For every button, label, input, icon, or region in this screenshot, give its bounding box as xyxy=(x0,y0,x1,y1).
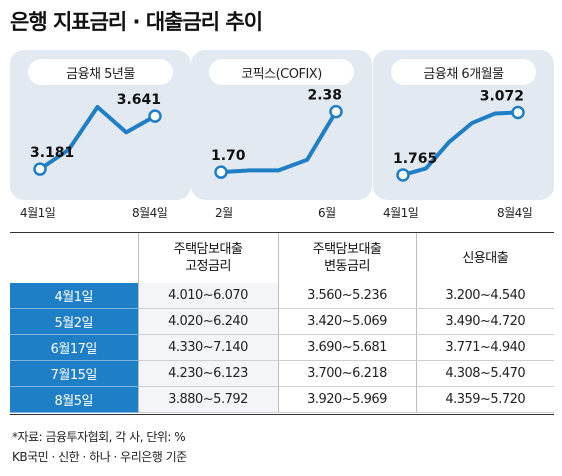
rate-cell: 4.308~5.470 xyxy=(415,360,554,387)
table-row: 7월15일 4.230~6.123 3.700~6.218 4.308~5.47… xyxy=(10,360,554,387)
rate-cell: 4.020~6.240 xyxy=(137,308,278,335)
data-point-marker xyxy=(511,105,525,120)
row-date: 7월15일 xyxy=(10,360,138,387)
table-header-row: 주택담보대출 고정금리 주택담보대출 변동금리 신용대출 xyxy=(10,233,554,283)
x-tick-label: 4월1일 xyxy=(383,206,419,220)
chart-panel-cofix: 코픽스(COFIX) 1.70 2.38 xyxy=(191,50,372,200)
page-title: 은행 지표금리 · 대출금리 추이 xyxy=(10,10,263,34)
rate-cell: 4.330~7.140 xyxy=(137,334,278,361)
rate-cell: 4.010~6.070 xyxy=(137,283,278,309)
chart-panel-bond-5y: 금융채 5년물 3.181 3.641 xyxy=(10,50,191,200)
x-tick-label: 8월4일 xyxy=(497,206,533,220)
data-point-marker xyxy=(329,104,343,119)
line-chart-cofix: 1.70 2.38 xyxy=(211,88,343,179)
data-label: 3.181 xyxy=(30,145,74,161)
line-chart-bond-6m: 1.765 3.072 xyxy=(393,88,525,182)
data-label: 1.70 xyxy=(211,148,246,164)
column-header-label: 주택담보대출 변동금리 xyxy=(312,242,382,274)
column-header-label: 신용대출 xyxy=(462,250,509,266)
data-point-marker xyxy=(148,109,162,123)
rate-cell: 3.200~4.540 xyxy=(415,283,554,309)
rate-cell: 4.359~5.720 xyxy=(415,386,554,413)
basis-note: KB국민 · 신한 · 하나 · 우리은행 기준 xyxy=(12,450,187,464)
x-tick-label: 6월 xyxy=(318,206,336,220)
x-tick-label: 4월1일 xyxy=(20,206,56,220)
series-line xyxy=(38,104,157,172)
rate-cell: 4.230~6.123 xyxy=(137,360,278,387)
table-row: 4월1일 4.010~6.070 3.560~5.236 3.200~4.540 xyxy=(10,283,554,309)
line-chart-bond-5y: 3.181 3.641 xyxy=(30,92,162,176)
row-date: 4월1일 xyxy=(10,283,138,309)
rate-cell: 3.880~5.792 xyxy=(137,386,278,413)
data-label: 1.765 xyxy=(393,151,437,167)
column-header-label: 주택담보대출 고정금리 xyxy=(173,242,243,274)
rate-cell: 3.700~6.218 xyxy=(277,360,416,387)
chart-panel-bond-6m: 금융채 6개월물 1.765 3.072 xyxy=(373,50,554,200)
rate-cell: 3.420~5.069 xyxy=(277,308,416,335)
rate-cell: 3.490~4.720 xyxy=(415,308,554,335)
series-line xyxy=(401,110,520,177)
table-corner xyxy=(10,233,138,283)
source-note: *자료: 금융투자협회, 각 사, 단위: % xyxy=(12,430,186,444)
x-tick-label: 2월 xyxy=(215,206,233,220)
rate-cell: 3.771~4.940 xyxy=(415,334,554,361)
data-label: 3.072 xyxy=(480,88,524,104)
table-bottom-rule xyxy=(10,414,554,415)
series-line xyxy=(219,109,338,175)
rate-cell: 3.560~5.236 xyxy=(277,283,416,309)
table-row: 8월5일 3.880~5.792 3.920~5.969 4.359~5.720 xyxy=(10,386,554,413)
column-header-credit-loan: 신용대출 xyxy=(415,233,554,283)
table-row: 6월17일 4.330~7.140 3.690~5.681 3.771~4.94… xyxy=(10,334,554,361)
column-header-variable-mortgage: 주택담보대출 변동금리 xyxy=(277,233,416,283)
x-tick-label: 8월4일 xyxy=(132,206,168,220)
row-date: 6월17일 xyxy=(10,334,138,361)
column-header-fixed-mortgage: 주택담보대출 고정금리 xyxy=(137,233,278,283)
data-point-marker xyxy=(33,162,47,176)
rates-table: 주택담보대출 고정금리 주택담보대출 변동금리 신용대출 4월1일 4.010~… xyxy=(10,233,554,413)
chart-title: 코픽스(COFIX) xyxy=(209,59,354,85)
data-point-marker xyxy=(396,168,410,182)
row-date: 8월5일 xyxy=(10,386,138,413)
data-label: 2.38 xyxy=(307,88,342,104)
chart-title: 금융채 6개월물 xyxy=(391,59,536,85)
data-point-marker xyxy=(214,165,228,179)
rate-cell: 3.690~5.681 xyxy=(277,334,416,361)
row-date: 5월2일 xyxy=(10,308,138,335)
rate-cell: 3.920~5.969 xyxy=(277,386,416,413)
chart-title: 금융채 5년물 xyxy=(28,59,173,85)
data-label: 3.641 xyxy=(117,92,161,108)
table-row: 5월2일 4.020~6.240 3.420~5.069 3.490~4.720 xyxy=(10,308,554,335)
